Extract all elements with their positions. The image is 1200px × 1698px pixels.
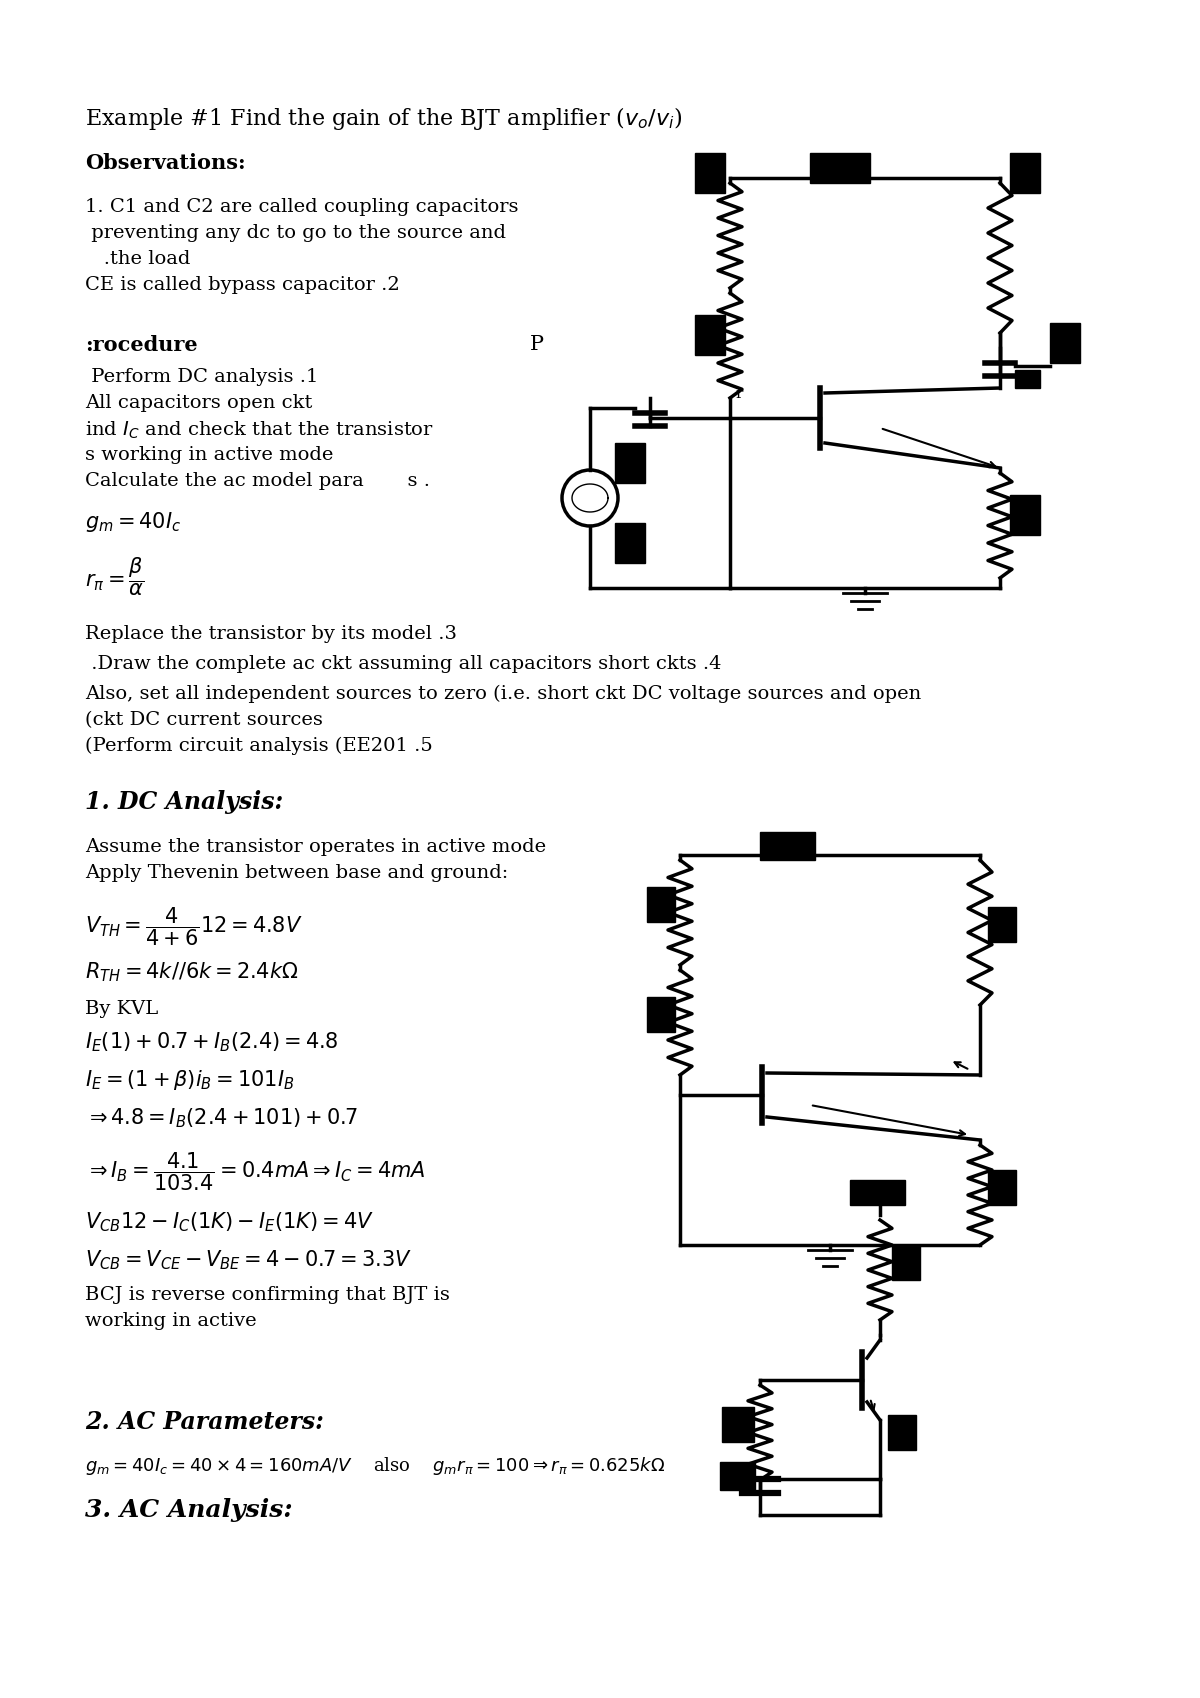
Bar	[616, 523, 646, 564]
Text: $g_m =40I_c =40\times4 =160mA/V$    also    $g_m r_{\pi} =100 \Rightarrow r_{\pi: $g_m =40I_c =40\times4 =160mA/V$ also $g…	[85, 1455, 665, 1477]
Text: Example #1 Find the gain of the BJT amplifier ($v_o/v_i$): Example #1 Find the gain of the BJT ampl…	[85, 105, 683, 132]
Bar	[760, 832, 815, 859]
Bar	[888, 1414, 916, 1450]
Bar	[850, 1180, 905, 1206]
Text: working in active: working in active	[85, 1313, 257, 1330]
Bar	[1015, 370, 1040, 389]
Text: $g_m =40I_c$: $g_m =40I_c$	[85, 509, 181, 533]
Bar	[720, 1462, 755, 1491]
Text: $V_{TH} =\dfrac{4}{4+6}12 =4.8V$: $V_{TH} =\dfrac{4}{4+6}12 =4.8V$	[85, 905, 302, 947]
Bar	[1050, 323, 1080, 363]
Text: Also, set all independent sources to zero (i.e. short ckt DC voltage sources and: Also, set all independent sources to zer…	[85, 684, 922, 703]
Text: .Draw the complete ac ckt assuming all capacitors short ckts .4: .Draw the complete ac ckt assuming all c…	[85, 655, 721, 672]
Text: $R_{TH} =4k // 6k =2.4k\Omega$: $R_{TH} =4k // 6k =2.4k\Omega$	[85, 959, 299, 983]
Text: preventing any dc to go to the source and: preventing any dc to go to the source an…	[85, 224, 506, 243]
Text: (Perform circuit analysis (EE201 .5: (Perform circuit analysis (EE201 .5	[85, 737, 433, 756]
Text: CE is called bypass capacitor .2: CE is called bypass capacitor .2	[85, 277, 400, 294]
Text: 2. AC Parameters:: 2. AC Parameters:	[85, 1409, 324, 1435]
Bar	[616, 443, 646, 482]
Text: Perform DC analysis .1: Perform DC analysis .1	[85, 368, 318, 385]
Text: ind $I_C$ and check that the transistor: ind $I_C$ and check that the transistor	[85, 419, 434, 441]
Text: :rocedure: :rocedure	[85, 335, 198, 355]
Text: $\Rightarrow 4.8 =I_B(2.4+101)+0.7$: $\Rightarrow 4.8 =I_B(2.4+101)+0.7$	[85, 1105, 358, 1129]
Bar	[1010, 496, 1040, 535]
Bar	[1010, 153, 1040, 194]
Text: r: r	[734, 387, 743, 401]
Bar	[647, 886, 674, 922]
Text: BCJ is reverse confirming that BJT is: BCJ is reverse confirming that BJT is	[85, 1285, 450, 1304]
Bar	[695, 153, 725, 194]
Text: Replace the transistor by its model .3: Replace the transistor by its model .3	[85, 625, 457, 644]
Text: s working in active mode: s working in active mode	[85, 447, 334, 464]
Text: $I_E =(1+\beta)i_B =101I_B$: $I_E =(1+\beta)i_B =101I_B$	[85, 1068, 294, 1092]
Text: By KVL: By KVL	[85, 1000, 158, 1019]
Text: Apply Thevenin between base and ground:: Apply Thevenin between base and ground:	[85, 864, 509, 881]
Text: 3. AC Analysis:: 3. AC Analysis:	[85, 1498, 293, 1521]
Text: $r_{\pi} =\dfrac{\beta}{\alpha}$: $r_{\pi} =\dfrac{\beta}{\alpha}$	[85, 555, 144, 598]
Text: Observations:: Observations:	[85, 153, 246, 173]
Text: $V_{CB} =V_{CE} - V_{BE} =4- 0.7 =3.3V$: $V_{CB} =V_{CE} - V_{BE} =4- 0.7 =3.3V$	[85, 1248, 412, 1272]
Text: P: P	[530, 335, 544, 353]
Text: Calculate the ac model para       s .: Calculate the ac model para s .	[85, 472, 430, 491]
Text: (ckt DC current sources: (ckt DC current sources	[85, 711, 323, 728]
Text: .the load: .the load	[85, 250, 191, 268]
Text: All capacitors open ckt: All capacitors open ckt	[85, 394, 312, 413]
Bar	[722, 1408, 754, 1442]
Bar	[695, 316, 725, 355]
Text: $\Rightarrow I_B =\dfrac{4.1}{103.4} =0.4mA \Rightarrow I_C =4mA$: $\Rightarrow I_B =\dfrac{4.1}{103.4} =0.…	[85, 1150, 426, 1192]
Text: 1. C1 and C2 are called coupling capacitors: 1. C1 and C2 are called coupling capacit…	[85, 199, 518, 216]
Text: Assume the transistor operates in active mode: Assume the transistor operates in active…	[85, 839, 546, 856]
Bar	[988, 907, 1016, 942]
Bar	[647, 997, 674, 1032]
Text: $V_{CB}12- I_C(1K)- I_E(1K) =4V$: $V_{CB}12- I_C(1K)- I_E(1K) =4V$	[85, 1211, 373, 1234]
Text: 1. DC Analysis:: 1. DC Analysis:	[85, 790, 283, 813]
Bar	[810, 153, 870, 183]
Bar	[988, 1170, 1016, 1206]
Text: $I_E(1)+0.7+I_B(2.4) =4.8$: $I_E(1)+0.7+I_B(2.4) =4.8$	[85, 1031, 338, 1053]
Bar	[892, 1245, 920, 1280]
